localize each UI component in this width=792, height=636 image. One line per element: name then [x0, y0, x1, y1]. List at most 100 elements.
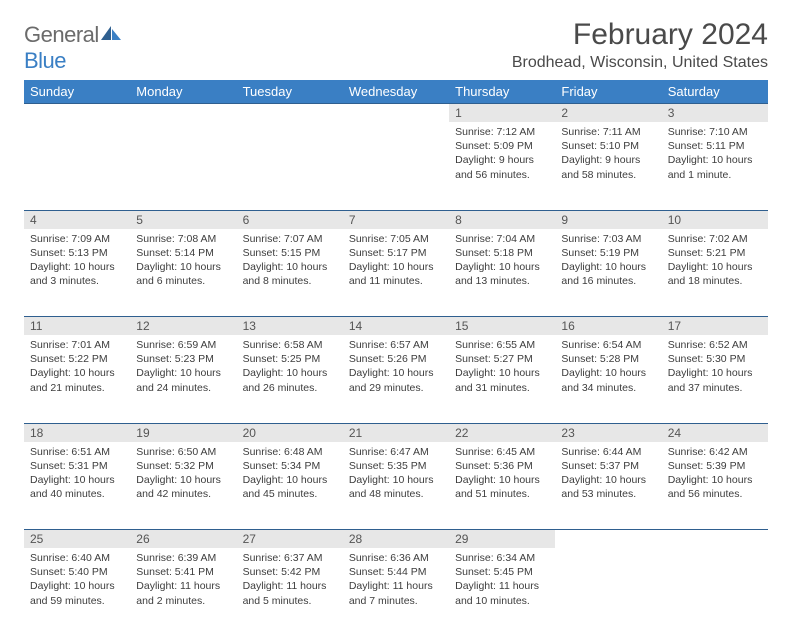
- day-detail-cell: Sunrise: 7:11 AMSunset: 5:10 PMDaylight:…: [555, 122, 661, 210]
- daylight-line: Daylight: 9 hours and 56 minutes.: [455, 154, 534, 180]
- sunset-line: Sunset: 5:14 PM: [136, 247, 214, 259]
- sunrise-line: Sunrise: 6:54 AM: [561, 339, 641, 351]
- day-number-cell: [555, 530, 661, 549]
- sunrise-line: Sunrise: 6:45 AM: [455, 446, 535, 458]
- sunrise-line: Sunrise: 6:50 AM: [136, 446, 216, 458]
- daynum-row: 18192021222324: [24, 423, 768, 442]
- day-number-cell: 20: [237, 423, 343, 442]
- daylight-line: Daylight: 10 hours and 29 minutes.: [349, 367, 434, 393]
- daylight-line: Daylight: 10 hours and 11 minutes.: [349, 261, 434, 287]
- day-number-cell: [662, 530, 768, 549]
- sunset-line: Sunset: 5:41 PM: [136, 566, 214, 578]
- sunset-line: Sunset: 5:27 PM: [455, 353, 533, 365]
- day-detail-cell: Sunrise: 6:36 AM Sunset: 5:44 PM Daylight:…: [343, 548, 449, 636]
- sunset-line: Sunset: 5:40 PM: [30, 566, 108, 578]
- daylight-line: Daylight: 10 hours and 51 minutes.: [455, 474, 540, 500]
- day-number-cell: 8: [449, 210, 555, 229]
- sunset-line: Sunset: 5:30 PM: [668, 353, 746, 365]
- daylight-line: Daylight: 10 hours and 18 minutes.: [668, 261, 753, 287]
- day-detail-cell: [237, 122, 343, 210]
- day-number-cell: 27: [237, 530, 343, 549]
- day-detail-cell: Sunrise: 6:52 AMSunset: 5:30 PMDaylight:…: [662, 335, 768, 423]
- daynum-row: 2526272829: [24, 530, 768, 549]
- sunset-line: Sunset: 5:31 PM: [30, 460, 108, 472]
- title-block: February 2024 Brodhead, Wisconsin, Unite…: [512, 18, 768, 72]
- calendar-body: 123Sunrise: 7:12 AMSunset: 5:09 PMDaylig…: [24, 104, 768, 636]
- day-detail-cell: Sunrise: 6:55 AMSunset: 5:27 PMDaylight:…: [449, 335, 555, 423]
- sunset-line: Sunset: 5:10 PM: [561, 140, 639, 152]
- sunset-line: Sunset: 5:45 PM: [455, 566, 533, 578]
- daylight-line: Daylight: 10 hours and 8 minutes.: [243, 261, 328, 287]
- daylight-line: Daylight: 10 hours and 37 minutes.: [668, 367, 753, 393]
- day-detail-cell: [130, 122, 236, 210]
- day-detail-cell: [343, 122, 449, 210]
- day-detail-cell: Sunrise: 7:07 AMSunset: 5:15 PMDaylight:…: [237, 229, 343, 317]
- sunrise-line: Sunrise: 6:42 AM: [668, 446, 748, 458]
- day-number-cell: 4: [24, 210, 130, 229]
- logo-sail-icon: [101, 22, 123, 38]
- day-number-cell: 12: [130, 317, 236, 336]
- day-number-cell: 13: [237, 317, 343, 336]
- day-detail-cell: Sunrise: 7:08 AMSunset: 5:14 PMDaylight:…: [130, 229, 236, 317]
- day-number-cell: 10: [662, 210, 768, 229]
- day-number-cell: 2: [555, 104, 661, 123]
- location: Brodhead, Wisconsin, United States: [512, 54, 768, 72]
- logo-part1: General: [24, 22, 99, 47]
- day-number-cell: 17: [662, 317, 768, 336]
- daylight-line: Daylight: 10 hours and 26 minutes.: [243, 367, 328, 393]
- day-number-cell: [24, 104, 130, 123]
- sunset-line: Sunset: 5:35 PM: [349, 460, 427, 472]
- sunrise-line: Sunrise: 7:09 AM: [30, 233, 110, 245]
- day-number-cell: 22: [449, 423, 555, 442]
- detail-row: Sunrise: 7:09 AM Sunset: 5:13 PM Daylight:…: [24, 229, 768, 317]
- sunrise-line: Sunrise: 7:07 AM: [243, 233, 323, 245]
- day-header-row: Sunday Monday Tuesday Wednesday Thursday…: [24, 80, 768, 104]
- day-detail-cell: Sunrise: 6:59 AMSunset: 5:23 PMDaylight:…: [130, 335, 236, 423]
- sunrise-line: Sunrise: 7:08 AM: [136, 233, 216, 245]
- detail-row: Sunrise: 6:40 AMSunset: 5:40 PMDaylight:…: [24, 548, 768, 636]
- day-number-cell: 9: [555, 210, 661, 229]
- day-number-cell: [130, 104, 236, 123]
- daynum-row: 11121314151617: [24, 317, 768, 336]
- daylight-line: Daylight: 10 hours and 53 minutes.: [561, 474, 646, 500]
- day-number-cell: 7: [343, 210, 449, 229]
- sunset-line: Sunset: 5:17 PM: [349, 247, 427, 259]
- sunrise-line: Sunrise: 6:55 AM: [455, 339, 535, 351]
- day-detail-cell: [555, 548, 661, 636]
- sunrise-line: Sunrise: 7:04 AM: [455, 233, 535, 245]
- day-header: Monday: [130, 80, 236, 104]
- sunset-line: Sunset: 5:44 PM: [349, 566, 427, 578]
- month-title: February 2024: [512, 18, 768, 52]
- sunrise-line: Sunrise: 7:11 AM: [561, 126, 640, 138]
- day-header: Thursday: [449, 80, 555, 104]
- sunset-line: Sunset: 5:13 PM: [30, 247, 108, 259]
- day-detail-cell: Sunrise: 6:57 AMSunset: 5:26 PMDaylight:…: [343, 335, 449, 423]
- daylight-line: Daylight: 10 hours and 48 minutes.: [349, 474, 434, 500]
- day-detail-cell: Sunrise: 6:50 AMSunset: 5:32 PMDaylight:…: [130, 442, 236, 530]
- daynum-row: 45678910: [24, 210, 768, 229]
- day-detail-cell: Sunrise: 6:37 AMSunset: 5:42 PMDaylight:…: [237, 548, 343, 636]
- day-detail-cell: Sunrise: 6:54 AMSunset: 5:28 PMDaylight:…: [555, 335, 661, 423]
- day-number-cell: [343, 104, 449, 123]
- day-header: Sunday: [24, 80, 130, 104]
- sunrise-line: Sunrise: 6:48 AM: [243, 446, 323, 458]
- day-detail-cell: Sunrise: 6:42 AMSunset: 5:39 PMDaylight:…: [662, 442, 768, 530]
- day-number-cell: 26: [130, 530, 236, 549]
- day-number-cell: 5: [130, 210, 236, 229]
- daylight-line: Daylight: 11 hours and 7 minutes.: [349, 580, 433, 606]
- sunset-line: Sunset: 5:39 PM: [668, 460, 746, 472]
- daylight-line: Daylight: 10 hours and 1 minute.: [668, 154, 753, 180]
- sunset-line: Sunset: 5:23 PM: [136, 353, 214, 365]
- sunrise-line: Sunrise: 6:44 AM: [561, 446, 641, 458]
- day-number-cell: 21: [343, 423, 449, 442]
- daylight-line: Daylight: 10 hours and 16 minutes.: [561, 261, 646, 287]
- sunset-line: Sunset: 5:42 PM: [243, 566, 321, 578]
- sunrise-line: Sunrise: 6:36 AM: [349, 552, 429, 564]
- day-number-cell: 14: [343, 317, 449, 336]
- sunrise-line: Sunrise: 6:59 AM: [136, 339, 216, 351]
- sunset-line: Sunset: 5:21 PM: [668, 247, 746, 259]
- sunrise-line: Sunrise: 6:39 AM: [136, 552, 216, 564]
- day-number-cell: 28: [343, 530, 449, 549]
- day-number-cell: [237, 104, 343, 123]
- day-number-cell: 24: [662, 423, 768, 442]
